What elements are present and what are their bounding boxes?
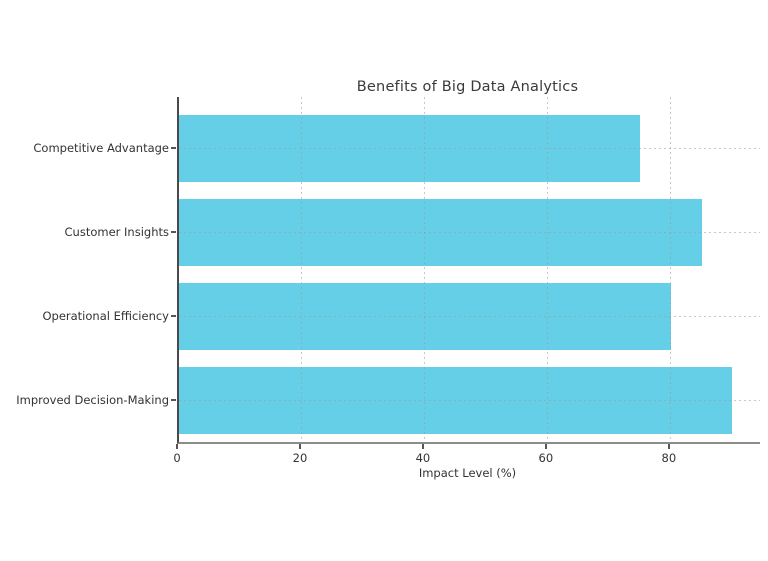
gridline-horizontal xyxy=(179,399,760,401)
plot-area xyxy=(177,97,760,444)
x-tick-label-0: 0 xyxy=(173,451,181,465)
x-tick-label-80: 80 xyxy=(661,451,677,465)
x-tick-mark xyxy=(176,444,178,449)
x-tick-mark xyxy=(422,444,424,449)
y-tick-mark xyxy=(171,399,176,401)
x-tick-label-40: 40 xyxy=(415,451,431,465)
gridline-vertical xyxy=(670,97,672,442)
gridline-vertical xyxy=(547,97,549,442)
y-tick-label-customer-insights: Customer Insights xyxy=(64,225,169,239)
y-tick-mark xyxy=(171,231,176,233)
x-tick-mark xyxy=(668,444,670,449)
gridline-horizontal xyxy=(179,231,760,233)
y-tick-mark xyxy=(171,147,176,149)
x-tick-label-60: 60 xyxy=(538,451,554,465)
y-tick-label-operational-efficiency: Operational Efficiency xyxy=(42,309,169,323)
gridline-vertical xyxy=(424,97,426,442)
x-tick-label-20: 20 xyxy=(292,451,308,465)
x-tick-mark xyxy=(545,444,547,449)
y-tick-label-improved-decision-making: Improved Decision-Making xyxy=(16,393,169,407)
chart-title: Benefits of Big Data Analytics xyxy=(356,79,579,95)
y-tick-mark xyxy=(171,315,176,317)
x-axis-label: Impact Level (%) xyxy=(418,466,517,480)
gridline-horizontal xyxy=(179,315,760,317)
y-tick-label-competitive-advantage: Competitive Advantage xyxy=(33,141,169,155)
x-tick-mark xyxy=(299,444,301,449)
gridline-horizontal xyxy=(179,147,760,149)
gridline-vertical xyxy=(301,97,303,442)
